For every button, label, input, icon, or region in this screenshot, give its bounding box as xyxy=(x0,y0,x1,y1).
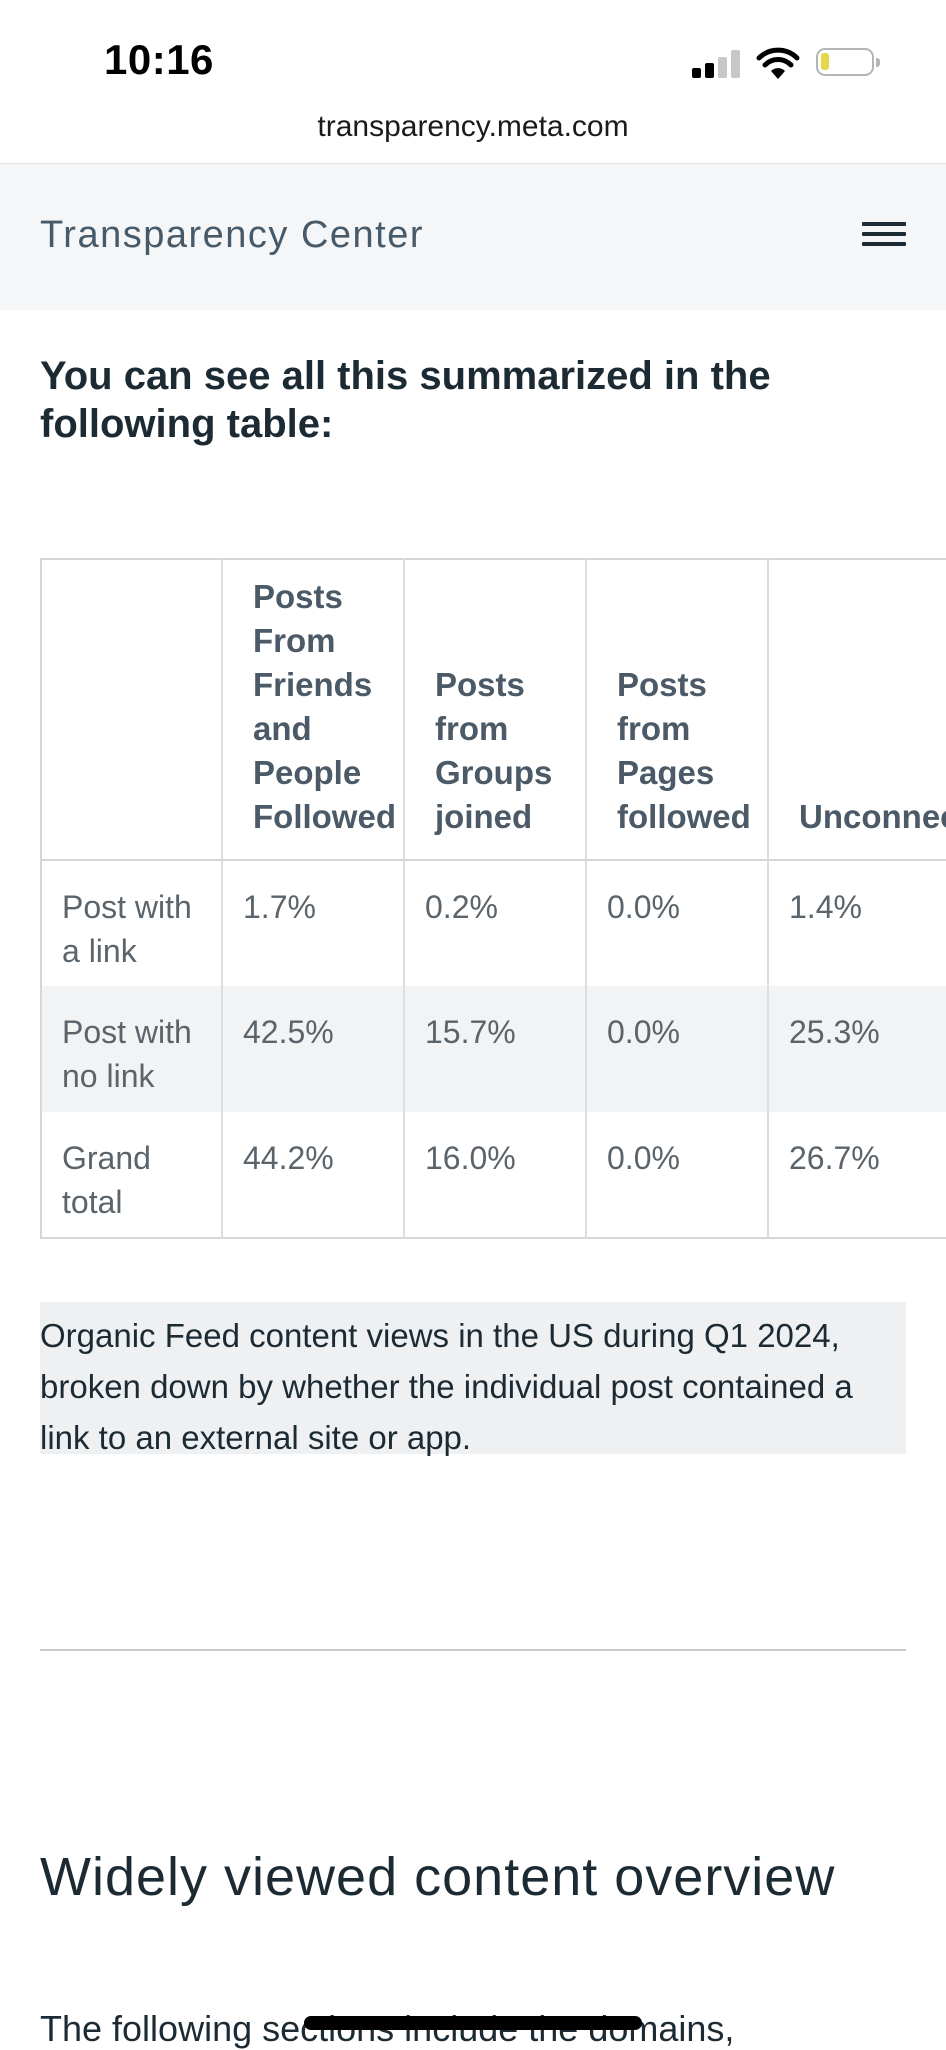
table-cell: 25.3% xyxy=(767,986,946,1112)
summary-table-scroll[interactable]: Posts From Friends and People Followed P… xyxy=(40,558,946,1244)
table-header-row: Posts From Friends and People Followed P… xyxy=(41,559,946,861)
table-cell: 0.2% xyxy=(403,860,586,986)
section-title: Widely viewed content overview xyxy=(40,1847,836,1907)
site-header: Transparency Center xyxy=(0,163,946,310)
table-cell: 26.7% xyxy=(767,1112,946,1238)
table-row: Post with a link 1.7% 0.2% 0.0% 1.4% xyxy=(41,860,946,986)
table-header-cell: Posts from Pages followed xyxy=(585,559,768,861)
row-label: Grand total xyxy=(62,1140,151,1220)
table-header-cell: Unconnected Posts xyxy=(767,559,946,861)
table-cell: 1.7% xyxy=(221,860,404,986)
row-label: Post with a link xyxy=(62,889,192,969)
table-intro-heading: You can see all this summarized in the f… xyxy=(40,354,771,446)
table-cell: 0.0% xyxy=(585,986,768,1112)
table-header-cell: Posts from Groups joined xyxy=(403,559,586,861)
table-row: Grand total 44.2% 16.0% 0.0% 26.7% xyxy=(41,1112,946,1238)
status-bar: 10:16 transparency.meta.com xyxy=(0,0,946,143)
table-cell: 16.0% xyxy=(403,1112,586,1238)
table-cell: 1.4% xyxy=(767,860,946,986)
table-caption: Organic Feed content views in the US dur… xyxy=(40,1302,906,1456)
summary-table: Posts From Friends and People Followed P… xyxy=(40,558,946,1239)
battery-icon xyxy=(816,48,880,76)
site-brand[interactable]: Transparency Center xyxy=(40,214,425,256)
table-header-cell: Posts From Friends and People Followed xyxy=(221,559,404,861)
section-divider xyxy=(40,1649,906,1651)
home-indicator[interactable] xyxy=(304,2016,642,2030)
table-caption-text: Organic Feed content views in the US dur… xyxy=(40,1317,853,1456)
table-cell: 0.0% xyxy=(585,860,768,986)
table-cell: 0.0% xyxy=(585,1112,768,1238)
row-label: Post with no link xyxy=(41,986,222,1112)
table-cell: 15.7% xyxy=(403,986,586,1112)
table-header-cell xyxy=(41,559,222,861)
cellular-signal-icon xyxy=(692,50,740,78)
status-time: 10:16 xyxy=(104,36,214,83)
table-cell: 42.5% xyxy=(221,986,404,1112)
table-row: Post with no link 42.5% 15.7% 0.0% 25.3% xyxy=(41,986,946,1112)
wifi-icon xyxy=(756,47,800,79)
hamburger-menu-icon[interactable] xyxy=(862,222,906,248)
table-cell: 44.2% xyxy=(221,1112,404,1238)
url-bar[interactable]: transparency.meta.com xyxy=(317,110,629,143)
